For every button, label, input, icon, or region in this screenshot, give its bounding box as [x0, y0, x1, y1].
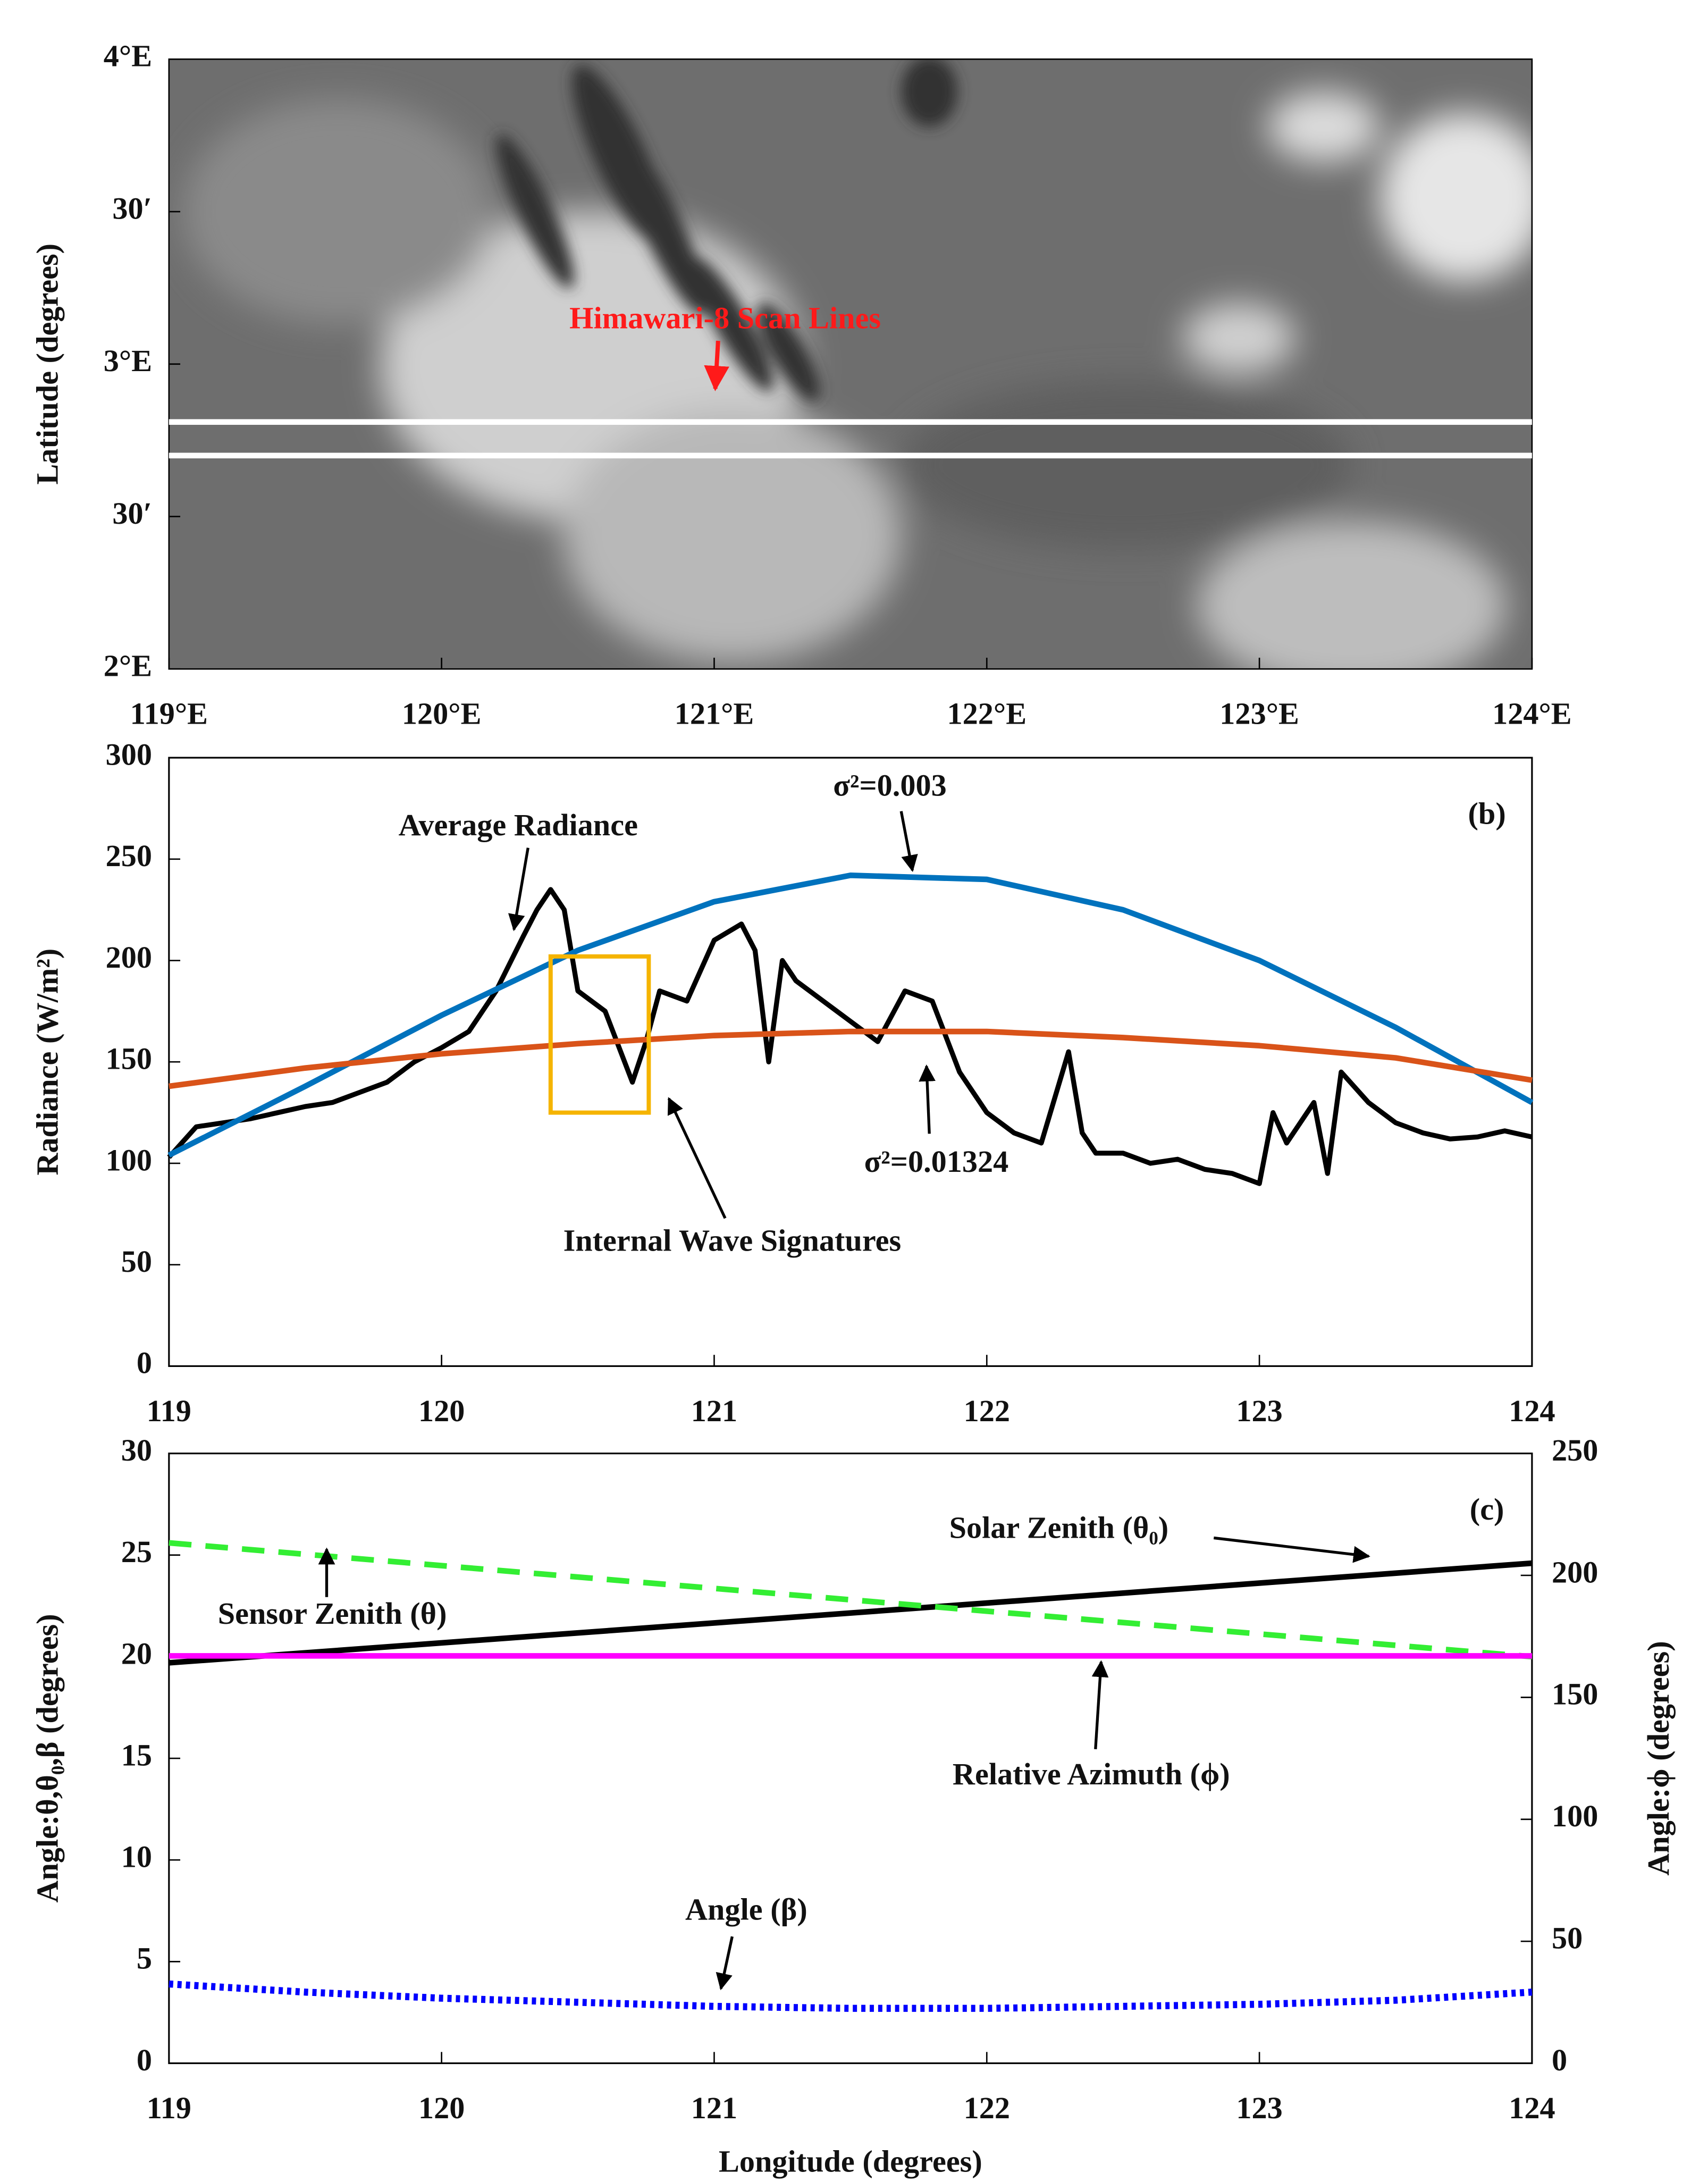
y2-tick-label: 100: [1552, 1799, 1598, 1833]
annotation-arrow: [667, 1097, 727, 1219]
y-tick-label: 10: [121, 1840, 152, 1874]
y-tick-label: 15: [121, 1738, 152, 1772]
y-tick-label: 0: [137, 1346, 152, 1380]
annotation: Internal Wave Signatures: [563, 1223, 902, 1257]
y-tick-label: 100: [106, 1143, 152, 1177]
y-axis-label: Latitude (degrees): [30, 244, 65, 485]
x-tick-label: 120: [418, 1394, 465, 1428]
y2-tick-label: 150: [1552, 1677, 1598, 1712]
y2-tick-label: 50: [1552, 1921, 1583, 1956]
x-tick-label: 120°E: [402, 697, 482, 731]
x-tick-label: 123: [1236, 2091, 1282, 2125]
y-tick-label: 250: [106, 838, 152, 873]
data-line: [167, 873, 1534, 1158]
y2-tick-label: 0: [1552, 2043, 1567, 2077]
data-line: [169, 1028, 1533, 1089]
y2-tick-label: 250: [1552, 1433, 1598, 1467]
series-annotation: Angle (β): [685, 1892, 807, 1926]
x-tick-label: 119°E: [130, 697, 208, 731]
series-annotation: σ²=0.01324: [864, 1144, 1009, 1179]
y-tick-label: 30: [121, 1433, 152, 1467]
annotation: Himawari-8 Scan Lines: [569, 300, 881, 335]
annotation-arrow: [919, 1064, 936, 1134]
x-tick-label: 122: [964, 1394, 1010, 1428]
x-tick-label: 124°E: [1492, 697, 1572, 731]
x-tick-label: 119: [147, 2091, 191, 2125]
y-tick-label: 0: [137, 2043, 152, 2077]
y-axis-label: Radiance (W/m²): [30, 949, 65, 1176]
y-tick-label: 20: [121, 1636, 152, 1671]
x-tick-label: 121°E: [675, 697, 754, 731]
y-tick-label: 50: [121, 1244, 152, 1279]
x-tick-label: 121: [691, 1394, 737, 1428]
annotation-arrow: [508, 848, 529, 932]
x-tick-label: 120: [418, 2091, 465, 2125]
annotation-arrow: [899, 811, 918, 873]
y-tick-label: 4°E: [104, 39, 152, 73]
y-tick-label: 3°E: [104, 343, 152, 378]
annotation-arrow: [1213, 1536, 1370, 1563]
x-tick-label: 122: [964, 2091, 1010, 2125]
y-tick-label: 25: [121, 1534, 152, 1569]
annotation-arrow: [716, 1936, 734, 1991]
panel-label: (c): [1470, 1492, 1504, 1526]
series-annotation: Average Radiance: [399, 808, 638, 842]
x-tick-label: 124: [1509, 1394, 1555, 1428]
plot-frame: [168, 1453, 1533, 2065]
y2-axis-label: Angle:ϕ (degrees): [1641, 1641, 1676, 1875]
y-tick-label: 30′: [112, 496, 152, 531]
x-tick-label: 124: [1509, 2091, 1555, 2125]
y-tick-label: 300: [106, 737, 152, 771]
y2-tick-label: 200: [1552, 1555, 1598, 1589]
y-tick-label: 200: [106, 940, 152, 975]
series-annotation: Relative Azimuth (ϕ): [953, 1757, 1230, 1791]
y-tick-label: 150: [106, 1042, 152, 1076]
y-tick-label: 30′: [112, 191, 152, 225]
y-tick-label: 2°E: [104, 649, 152, 683]
x-axis-label: Longitude (degrees): [719, 2144, 982, 2179]
data-line: [169, 1540, 1533, 1660]
satellite-image: [169, 59, 1532, 669]
annotation-arrow: [704, 340, 729, 391]
x-tick-label: 123°E: [1219, 697, 1299, 731]
series-annotation: σ²=0.003: [833, 768, 946, 803]
series-annotation: Sensor Zenith (θ): [218, 1596, 447, 1631]
x-tick-label: 119: [147, 1394, 191, 1428]
series-annotation: Solar Zenith (θ₀): [949, 1511, 1169, 1545]
data-line: [169, 1560, 1533, 1666]
annotation-arrow: [1091, 1660, 1109, 1750]
data-line: [167, 887, 1533, 1186]
y-tick-label: 5: [137, 1941, 152, 1976]
x-tick-label: 121: [691, 2091, 737, 2125]
y-axis-label: Angle:θ,θ₀,β (degrees): [30, 1614, 65, 1902]
highlight-box: [548, 954, 651, 1115]
panel-label: (b): [1468, 796, 1506, 831]
data-line: [169, 1980, 1533, 2012]
x-tick-label: 122°E: [947, 697, 1027, 731]
x-tick-label: 123: [1236, 1394, 1282, 1428]
